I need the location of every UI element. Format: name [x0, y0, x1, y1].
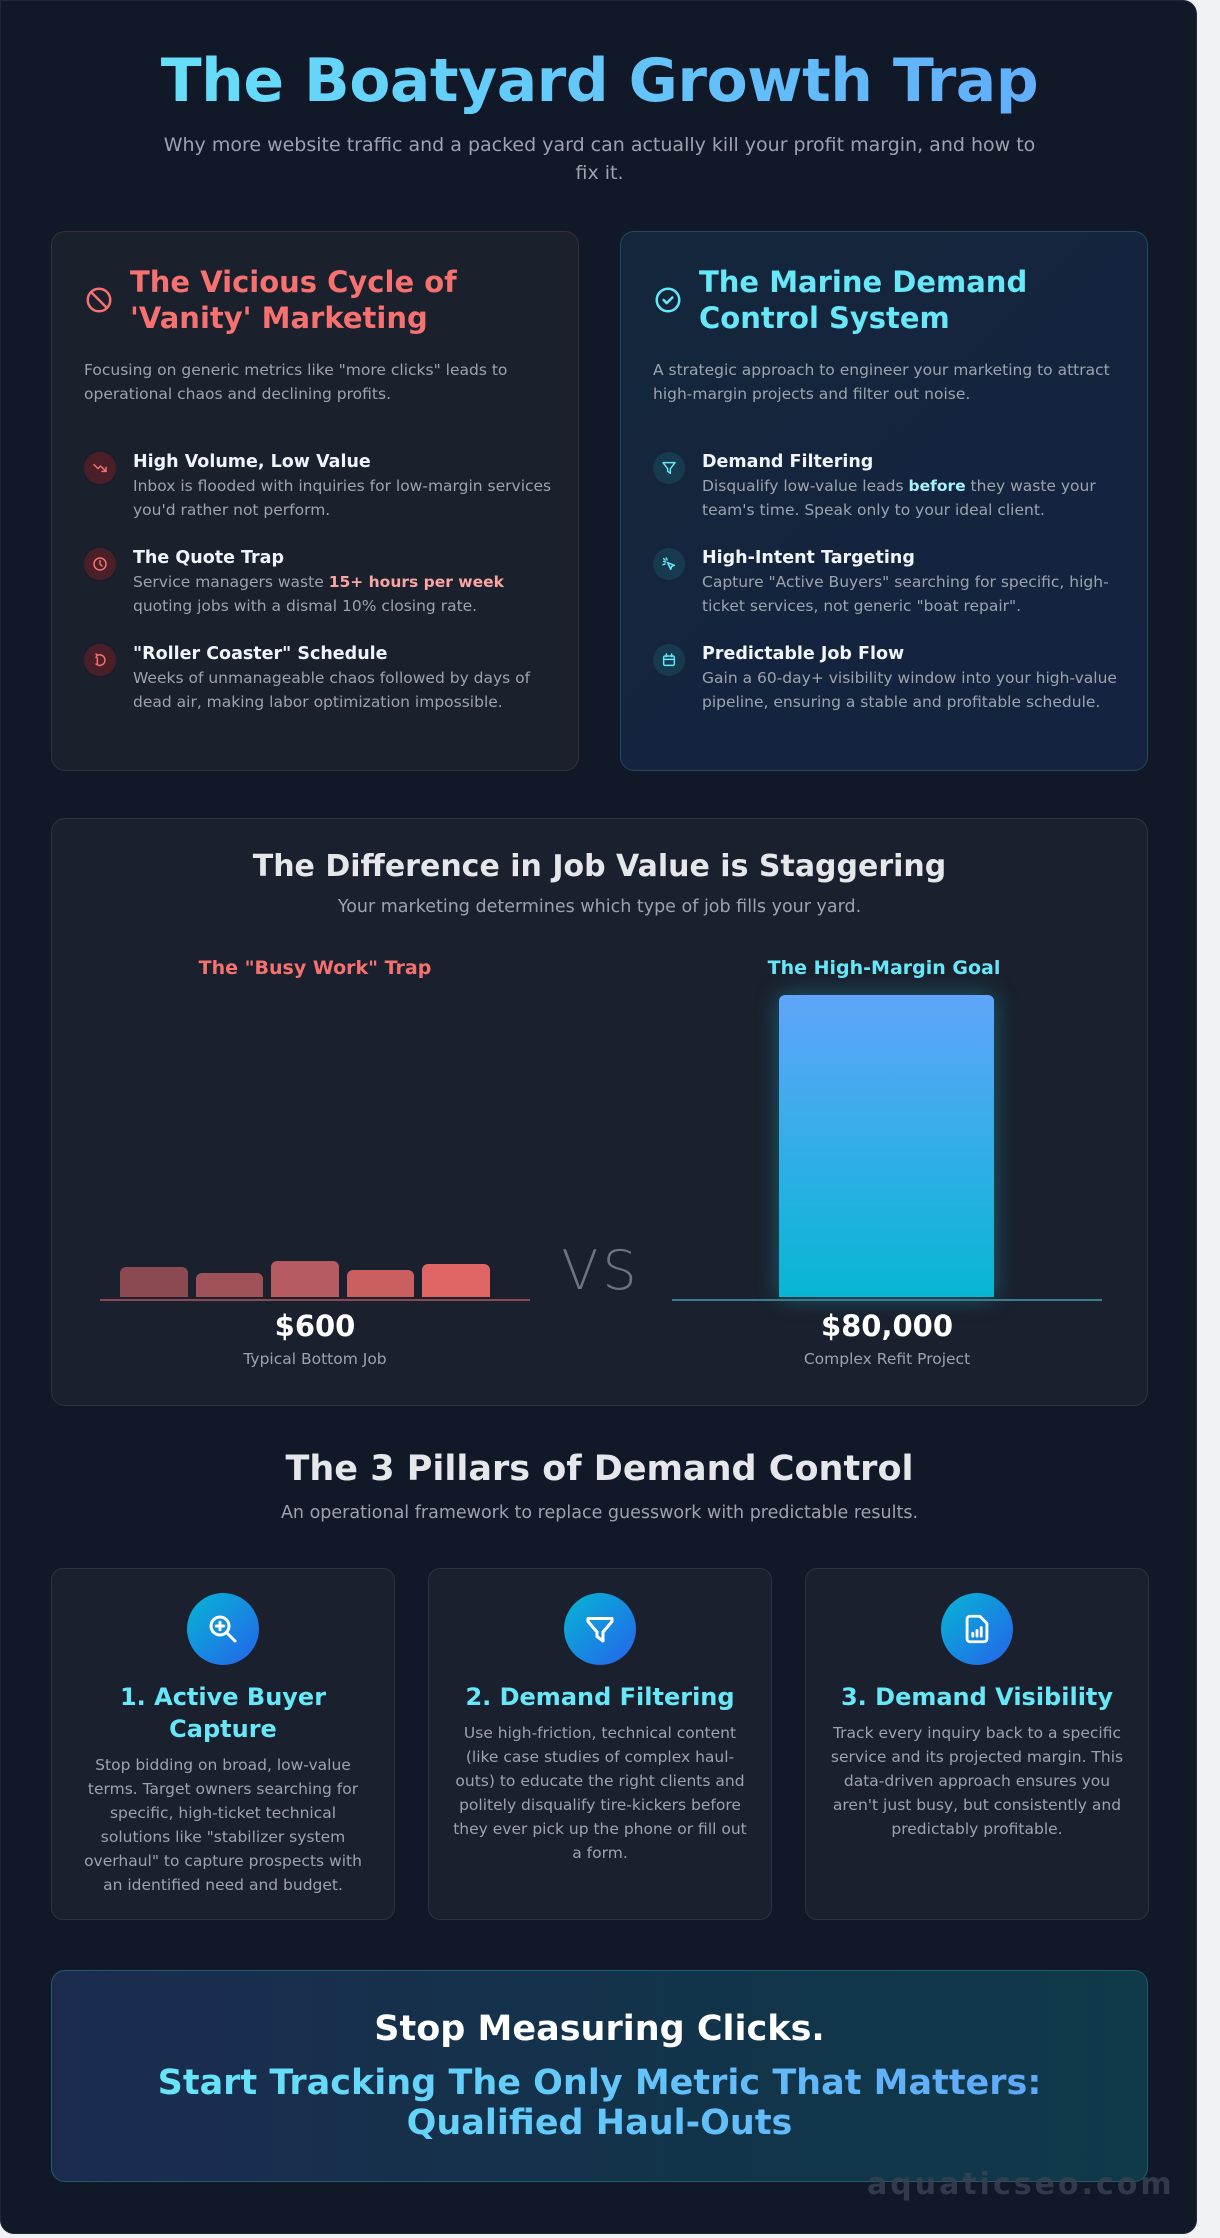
hero: The Boatyard Growth Trap Why more websit… [1, 45, 1196, 187]
bar [120, 1267, 188, 1297]
highlight: before [908, 477, 966, 495]
busy-work-title: The "Busy Work" Trap [198, 957, 432, 979]
cta-banner: Stop Measuring Clicks. Start Tracking Th… [51, 1970, 1148, 2182]
item-title: Demand Filtering [702, 452, 874, 472]
right-baseline [672, 1299, 1102, 1301]
list-item: Predictable Job Flow Gain a 60-day+ visib… [653, 642, 1123, 714]
left-baseline [100, 1299, 530, 1301]
right-value-label: Complex Refit Project [803, 1350, 971, 1368]
check-circle-icon [655, 287, 681, 313]
item-title: High-Intent Targeting [702, 548, 915, 568]
item-text: Service managers waste 15+ hours per wee… [133, 573, 504, 615]
card-title: The Marine Demand Control System [699, 265, 1028, 335]
demand-control-card: The Marine Demand Control System A strat… [620, 231, 1148, 771]
list-item: Demand Filtering Disqualify low-value le… [653, 450, 1123, 522]
bar [346, 1270, 415, 1297]
list-item: High Volume, Low Value Inbox is flooded w… [84, 450, 554, 522]
file-chart-icon [965, 1614, 989, 1644]
watermark: aquaticseo.com [867, 2167, 1175, 2202]
pillar-title: 3. Demand Visibility [840, 1683, 1114, 1711]
comparison-title: The Difference in Job Value is Staggerin… [252, 849, 947, 884]
job-value-comparison: The Difference in Job Value is Staggerin… [51, 818, 1148, 1406]
page-subtitle: Why more website traffic and a packed ya… [163, 134, 1036, 184]
calendar-icon [662, 653, 676, 667]
cta-subheadline: Start Tracking The Only Metric That Matt… [130, 2063, 1070, 2143]
bar [271, 1261, 339, 1297]
highlight: 15+ hours per week [328, 573, 504, 591]
pillar-card: 1. Active Buyer Capture Stop bidding on … [51, 1568, 395, 1920]
funnel-icon [586, 1617, 614, 1643]
pillar-title: 2. Demand Filtering [465, 1683, 735, 1711]
list-item: The Quote Trap Service managers waste 15… [84, 546, 554, 618]
item-title: High Volume, Low Value [133, 452, 371, 472]
ban-icon [86, 287, 112, 313]
item-text: Gain a 60-day+ visibility window into yo… [702, 669, 1117, 711]
zoom-in-icon [209, 1615, 237, 1643]
right-value: $80,000 [820, 1309, 954, 1343]
comparison-subtitle: Your marketing determines which type of … [337, 897, 862, 917]
filter-icon [662, 461, 676, 475]
pillar-text: Use high-friction, technical content (li… [453, 1724, 747, 1862]
cursor-click-icon [662, 557, 676, 571]
vicious-cycle-card: The Vicious Cycle of 'Vanity' Marketing … [51, 231, 579, 771]
pillar-card: 2. Demand Filtering Use high-friction, t… [428, 1568, 772, 1920]
item-title: The Quote Trap [133, 548, 285, 568]
bar [195, 1273, 264, 1297]
cta-headline: Stop Measuring Clicks. [374, 2009, 825, 2049]
bar [422, 1264, 490, 1297]
vs-label: VS [561, 1239, 641, 1302]
card-intro: Focusing on generic metrics like "more c… [84, 361, 508, 403]
item-title: "Roller Coaster" Schedule [133, 644, 388, 664]
item-text: Disqualify low-value leads before they w… [702, 477, 1096, 519]
pillar-title: 1. Active Buyer Capture [119, 1683, 327, 1743]
big-job-bar [779, 995, 994, 1297]
left-value-label: Typical Bottom Job [243, 1350, 387, 1368]
left-value: $600 [274, 1309, 356, 1343]
pillar-text: Track every inquiry back to a specific s… [830, 1724, 1124, 1838]
high-margin-title: The High-Margin Goal [767, 957, 1001, 979]
rotate-icon [95, 653, 106, 667]
clock-icon [93, 557, 107, 571]
pillar-text: Stop bidding on broad, low-value terms. … [84, 1756, 362, 1894]
pillar-card: 3. Demand Visibility Track every inquiry… [805, 1568, 1149, 1920]
item-title: Predictable Job Flow [702, 644, 905, 664]
list-item: "Roller Coaster" Schedule Weeks of unmana… [84, 642, 554, 714]
item-text: Weeks of unmanageable chaos followed by … [133, 669, 531, 711]
page-title: The Boatyard Growth Trap [1, 45, 1196, 117]
item-text: Capture "Active Buyers" searching for sp… [702, 573, 1109, 615]
trending-down-icon [93, 463, 107, 473]
item-text: Inbox is flooded with inquiries for low-… [133, 477, 552, 519]
infographic-page: The Boatyard Growth Trap Why more websit… [0, 0, 1197, 2234]
pillars-title: The 3 Pillars of Demand Control [285, 1449, 914, 1489]
small-jobs-bars [120, 1249, 490, 1297]
card-intro: A strategic approach to engineer your ma… [653, 361, 1110, 403]
card-title: The Vicious Cycle of 'Vanity' Marketing [130, 265, 457, 335]
list-item: High-Intent Targeting Capture "Active Buy… [653, 546, 1123, 618]
pillars-subtitle: An operational framework to replace gues… [280, 1503, 919, 1523]
